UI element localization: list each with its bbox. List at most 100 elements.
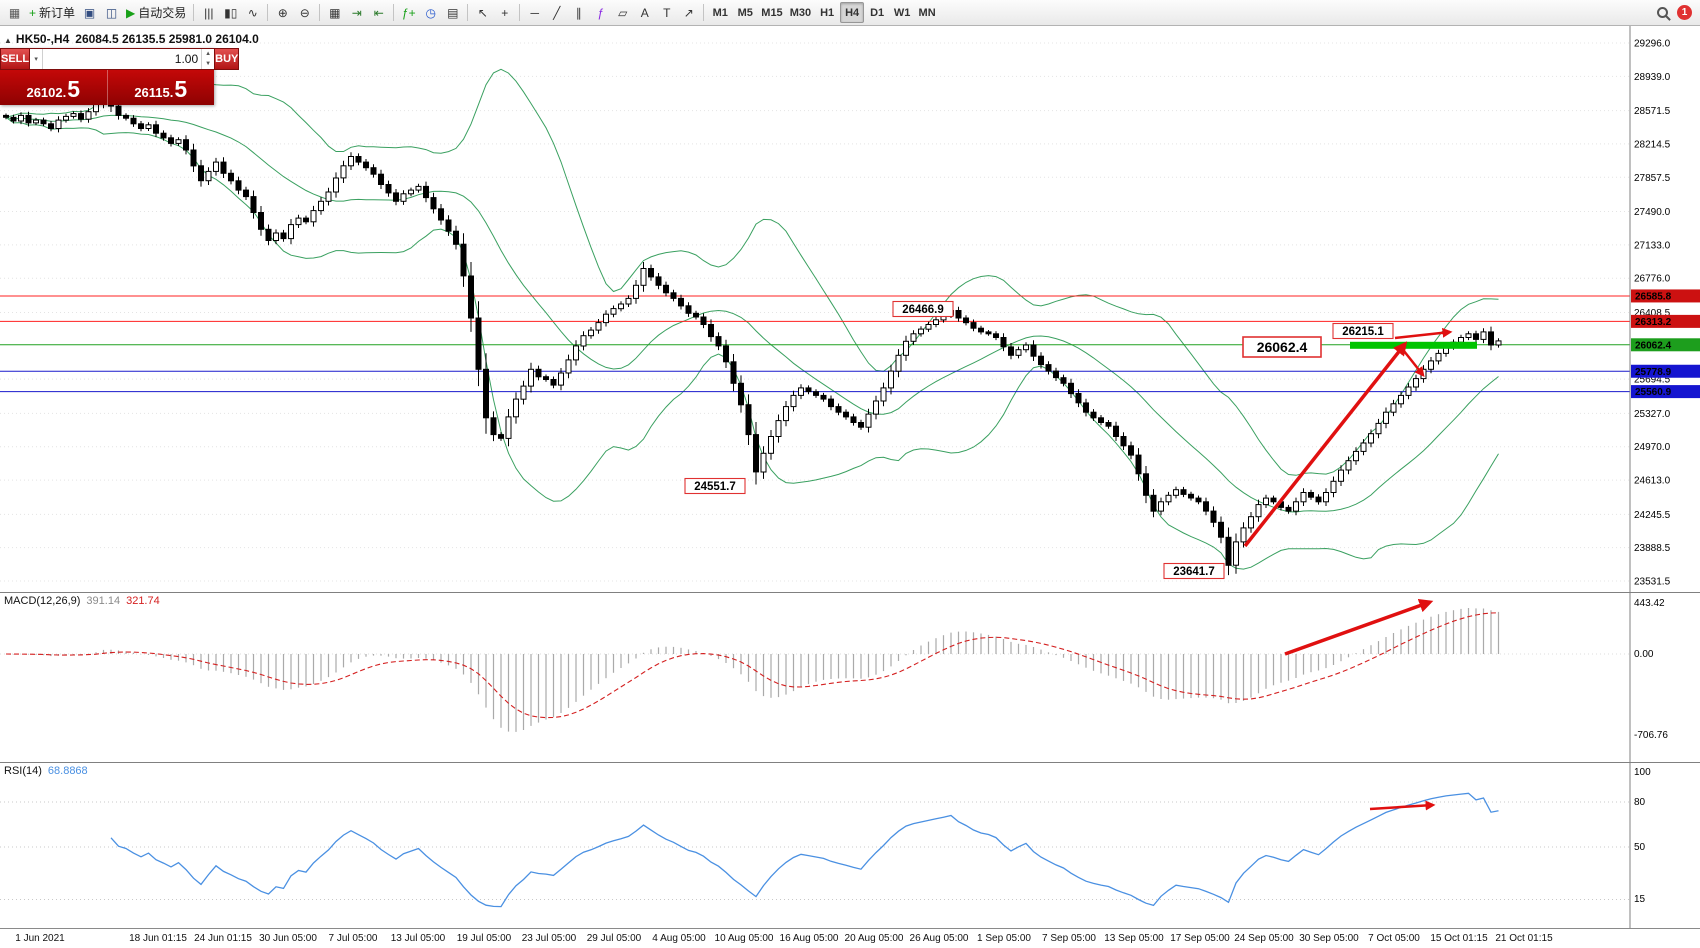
timeframe-mn-button[interactable]: MN <box>915 2 939 23</box>
rsi-canvas[interactable]: 100 80 50 15 <box>0 762 1700 928</box>
time-axis-label: 15 Oct 01:15 <box>1430 933 1488 944</box>
rsi-value: 68.8868 <box>47 765 88 777</box>
price-chart-canvas[interactable]: 26466.9 26215.1 26062.4 24551.7 23641.7 29296… <box>0 26 1700 592</box>
svg-text:25327.0: 25327.0 <box>1634 409 1671 420</box>
sell-button[interactable]: SELL <box>0 48 31 70</box>
auto-trading-button[interactable]: ▶ 自动交易 <box>123 2 189 23</box>
toolbar-separator <box>467 4 469 21</box>
search-icon[interactable] <box>1657 7 1668 18</box>
svg-text:25694.5: 25694.5 <box>1634 375 1671 386</box>
crosshair-icon[interactable]: + <box>494 2 515 23</box>
time-axis-label: 7 Oct 05:00 <box>1368 933 1420 944</box>
buy-button[interactable]: BUY <box>214 48 240 70</box>
macd-panel: 443.42 0.00 -706.76 MACD(12,26,9) 391.14 321… <box>0 592 1700 762</box>
svg-text:23888.5: 23888.5 <box>1634 543 1671 554</box>
timeframe-h4-button[interactable]: H4 <box>840 2 865 23</box>
macd-canvas[interactable]: 443.42 0.00 -706.76 <box>0 592 1700 762</box>
chart-mini-icon[interactable]: ▦ <box>4 2 25 23</box>
chart-ohlc-header: ▲ HK50-,H4 26084.5 26135.5 25981.0 26104.0 <box>4 32 259 46</box>
volume-dropdown-icon[interactable]: ▾ <box>30 49 44 69</box>
timeframe-m1-button[interactable]: M1 <box>708 2 732 23</box>
price-callouts: 26466.9 26215.1 26062.4 24551.7 23641.7 <box>684 300 1394 580</box>
templates-icon[interactable]: ▤ <box>442 2 463 23</box>
shapes-icon[interactable]: ▱ <box>612 2 633 23</box>
zoom-out-icon[interactable]: ⊖ <box>294 2 315 23</box>
rsi-panel: 100 80 50 15 RSI(14) 68.8868 <box>0 762 1700 928</box>
bar-chart-icon[interactable]: ||| <box>198 2 219 23</box>
svg-text:26313.2: 26313.2 <box>1635 317 1672 328</box>
svg-text:27490.0: 27490.0 <box>1634 207 1671 218</box>
price-axis: 29296.0 28939.0 28571.5 28214.5 27857.5 27490… <box>1629 26 1700 592</box>
price-gridlines <box>0 42 1630 582</box>
periods-icon: ◷ <box>425 5 437 20</box>
new-order-button-label: 新订单 <box>39 6 76 20</box>
svg-text:80: 80 <box>1634 797 1646 808</box>
auto-trading-button-label: 自动交易 <box>138 6 187 20</box>
channel-icon[interactable]: ∥ <box>568 2 589 23</box>
horizontal-line-icon[interactable]: ─ <box>524 2 545 23</box>
one-click-trading-widget: SELL ▾ ▲ ▼ BUY 26102.5 26115.5 <box>0 48 240 105</box>
shapes-icon: ▱ <box>618 5 628 20</box>
time-axis-label: 1 Sep 05:00 <box>977 933 1031 944</box>
bollinger-bands <box>5 68 1499 570</box>
trendline-icon[interactable]: ╱ <box>546 2 567 23</box>
trendline-icon: ╱ <box>553 5 561 20</box>
timeframe-w1-button[interactable]: W1 <box>890 2 914 23</box>
zoom-in-icon[interactable]: ⊕ <box>272 2 293 23</box>
macd-axis: 443.42 0.00 -706.76 <box>1629 592 1700 762</box>
zoom-in-icon: ⊕ <box>277 5 288 20</box>
timeframe-m15-button[interactable]: M15 <box>758 2 785 23</box>
crosshair-icon: + <box>501 5 509 20</box>
timeframe-d1-button[interactable]: D1 <box>865 2 889 23</box>
volume-input[interactable] <box>43 49 202 69</box>
text-icon[interactable]: A <box>634 2 655 23</box>
new-order-button: + <box>29 5 37 20</box>
rsi-level-lines <box>0 801 1630 900</box>
chart-shift-icon[interactable]: ⇤ <box>368 2 389 23</box>
cursor-icon[interactable]: ↖ <box>472 2 493 23</box>
tile-windows-icon[interactable]: ▦ <box>324 2 345 23</box>
green-highlight-bar <box>1350 341 1477 349</box>
timeframe-h1-button[interactable]: H1 <box>815 2 839 23</box>
new-order-button[interactable]: + 新订单 <box>26 2 78 23</box>
buy-price[interactable]: 26115. 5 <box>106 70 215 105</box>
profiles-icon[interactable]: ◫ <box>101 2 122 23</box>
bollinger-middle-band <box>5 114 1499 513</box>
svg-text:25778.9: 25778.9 <box>1635 367 1672 378</box>
auto-scroll-icon[interactable]: ⇥ <box>346 2 367 23</box>
time-axis-label: 16 Aug 05:00 <box>779 933 839 944</box>
time-axis-label: 13 Sep 05:00 <box>1104 933 1164 944</box>
volume-up-icon[interactable]: ▲ <box>205 51 212 57</box>
text-label-icon[interactable]: T <box>656 2 677 23</box>
periods-icon[interactable]: ◷ <box>420 2 441 23</box>
candlestick-chart-icon[interactable]: ▮▯ <box>220 2 241 23</box>
rsi-axis: 100 80 50 15 <box>1629 762 1700 928</box>
time-axis-label: 30 Jun 05:00 <box>259 933 317 944</box>
sell-price[interactable]: 26102. 5 <box>0 70 107 105</box>
svg-text:26062.4: 26062.4 <box>1635 340 1672 351</box>
svg-text:29296.0: 29296.0 <box>1634 39 1671 50</box>
time-axis-label: 20 Aug 05:00 <box>844 933 904 944</box>
macd-name: MACD(12,26,9) <box>4 595 81 607</box>
svg-text:0.00: 0.00 <box>1634 649 1654 660</box>
rsi-line <box>110 792 1499 908</box>
zoom-out-icon: ⊖ <box>299 5 310 20</box>
volume-down-icon[interactable]: ▼ <box>205 61 212 67</box>
fibonacci-icon[interactable]: ƒ <box>590 2 611 23</box>
timeframe-m5-button[interactable]: M5 <box>733 2 757 23</box>
tile-windows-icon: ▦ <box>329 5 341 20</box>
one-click-collapse-icon[interactable]: ▲ <box>4 36 12 45</box>
bollinger-upper-band <box>5 68 1499 476</box>
chart-windows-icon[interactable]: ▣ <box>79 2 100 23</box>
indicators-icon[interactable]: ƒ+ <box>398 2 419 23</box>
macd-signal-line <box>5 612 1499 719</box>
timeframe-m30-button[interactable]: M30 <box>787 2 814 23</box>
svg-text:24551.7: 24551.7 <box>694 481 736 493</box>
svg-text:27133.0: 27133.0 <box>1634 240 1671 251</box>
svg-text:28571.5: 28571.5 <box>1634 106 1671 117</box>
arrows-tool-icon[interactable]: ↗ <box>678 2 699 23</box>
time-axis[interactable]: 1 Jun 2021 18 Jun 01:15 24 Jun 01:15 30 Jun… <box>0 928 1700 948</box>
line-chart-icon[interactable]: ∿ <box>242 2 263 23</box>
notification-badge[interactable]: 1 <box>1677 5 1692 20</box>
